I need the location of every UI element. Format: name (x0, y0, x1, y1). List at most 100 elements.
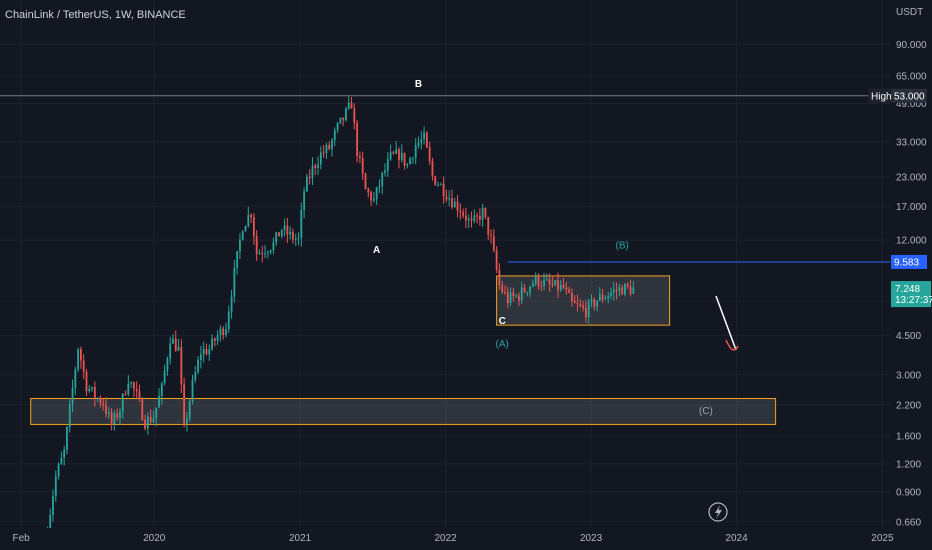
candle (339, 117, 342, 125)
candle (551, 275, 554, 288)
y-tick-label: 49.000 (896, 99, 927, 110)
candle (395, 141, 398, 155)
candle (241, 230, 244, 241)
lightning-icon[interactable] (708, 502, 728, 522)
candle (417, 136, 420, 149)
y-tick-label: 3.000 (896, 370, 921, 381)
candle (381, 171, 384, 195)
candle (473, 209, 476, 224)
candle (462, 208, 465, 219)
candle (322, 144, 325, 158)
candle (534, 272, 537, 287)
candle (160, 381, 163, 405)
candle (615, 282, 618, 300)
reference-lines (0, 95, 890, 263)
candle (314, 163, 317, 175)
candle (512, 287, 515, 302)
candle (68, 398, 71, 433)
x-axis-ticks: Feb 2020 2021 2022 2023 2024 2025 (13, 533, 894, 544)
y-tick-label: 1.600 (896, 431, 921, 442)
candle (529, 285, 532, 298)
currency-label: USDT (896, 7, 923, 18)
candle (626, 281, 629, 289)
candle (439, 182, 442, 186)
candle (576, 294, 579, 312)
candle (119, 408, 121, 425)
wave-label: B (415, 79, 422, 90)
candle (93, 381, 96, 407)
candle (227, 305, 230, 333)
candle (378, 179, 381, 194)
candle (292, 228, 294, 244)
candle (621, 284, 624, 295)
candle (172, 334, 174, 344)
candle (568, 286, 571, 294)
candle (110, 407, 113, 431)
candle (54, 470, 57, 502)
candle (598, 287, 601, 302)
candle (445, 189, 448, 203)
candle (361, 151, 364, 180)
candle (208, 344, 211, 361)
candle (593, 297, 596, 311)
candle (420, 130, 423, 150)
candle (389, 144, 392, 161)
candle (434, 175, 437, 186)
candle (250, 213, 253, 224)
time-axis[interactable] (0, 528, 890, 550)
candle (470, 211, 473, 228)
candle (158, 388, 160, 408)
candle (456, 194, 459, 218)
projection-arrow (715, 295, 739, 351)
candle (423, 126, 425, 145)
candle (501, 280, 504, 295)
candle (133, 381, 135, 398)
candle (520, 281, 523, 304)
candle (280, 229, 283, 239)
candle (266, 250, 269, 259)
candle (138, 384, 141, 402)
x-tick-label: 2021 (289, 533, 312, 544)
candle (386, 152, 389, 177)
candle (409, 156, 412, 165)
candle (548, 273, 551, 292)
candle (400, 144, 403, 163)
zone-lower-target[interactable] (30, 398, 777, 425)
y-tick-label: 0.900 (896, 487, 921, 498)
candle (629, 279, 632, 297)
y-tick-label: 90.000 (896, 40, 927, 51)
candle (540, 280, 543, 292)
candle (518, 292, 520, 307)
x-tick-label: 2024 (725, 533, 748, 544)
candle (375, 186, 378, 205)
candle (364, 172, 367, 190)
chart-title: ChainLink / TetherUS, 1W, BINANCE (5, 9, 186, 21)
candle (275, 231, 278, 246)
candle (531, 279, 534, 288)
candle (255, 230, 258, 261)
candle (618, 283, 621, 297)
wave-label: (C) (699, 406, 713, 417)
candle (305, 173, 308, 192)
candle (80, 346, 82, 369)
zone-upper-range[interactable] (496, 275, 671, 326)
candle (239, 233, 241, 260)
candle (543, 272, 545, 291)
candle (336, 121, 339, 133)
high-label-box (868, 88, 890, 103)
x-tick-label: Feb (13, 533, 31, 544)
candle (431, 157, 434, 181)
candle (398, 147, 400, 169)
candle (278, 232, 280, 237)
candle (77, 347, 80, 373)
high-value-box (891, 88, 927, 103)
candle (244, 225, 247, 232)
candle (414, 138, 417, 165)
candle (186, 412, 188, 432)
candle (149, 409, 152, 424)
candle (121, 392, 124, 419)
candle (484, 207, 487, 220)
candle (465, 207, 467, 229)
